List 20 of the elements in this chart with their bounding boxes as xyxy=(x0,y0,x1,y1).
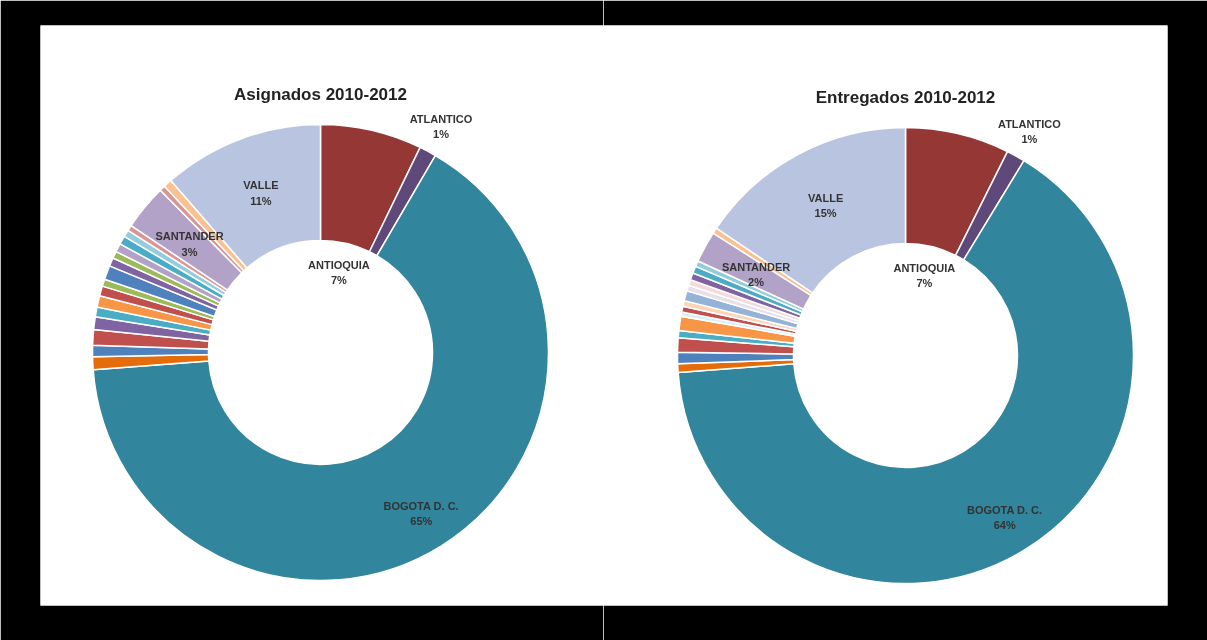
slice-label: VALLE xyxy=(243,179,279,192)
data-label: 65% xyxy=(410,515,433,528)
slice-label: VALLE xyxy=(808,191,844,204)
slice-label: ATLANTICO xyxy=(998,117,1062,130)
data-label: 2% xyxy=(748,276,765,289)
slice-label: ANTIOQUIA xyxy=(308,258,370,271)
slice-label: BOGOTA D. C. xyxy=(966,503,1043,516)
data-label: 1% xyxy=(433,128,450,141)
data-label: 15% xyxy=(814,207,837,220)
slice-label: BOGOTA D. C. xyxy=(383,499,459,512)
slice-label: ANTIOQUIA xyxy=(893,261,956,274)
data-label: 7% xyxy=(916,277,933,290)
data-label: 1% xyxy=(1021,133,1038,146)
data-label: 11% xyxy=(250,195,272,208)
chart-title: Entregados 2010-2012 xyxy=(815,88,996,107)
slice-label: ATLANTICO xyxy=(409,112,473,125)
data-label: 3% xyxy=(181,245,198,258)
chart-title: Asignados 2010-2012 xyxy=(234,85,407,104)
data-label: 7% xyxy=(330,274,348,287)
data-label: 64% xyxy=(993,519,1016,532)
